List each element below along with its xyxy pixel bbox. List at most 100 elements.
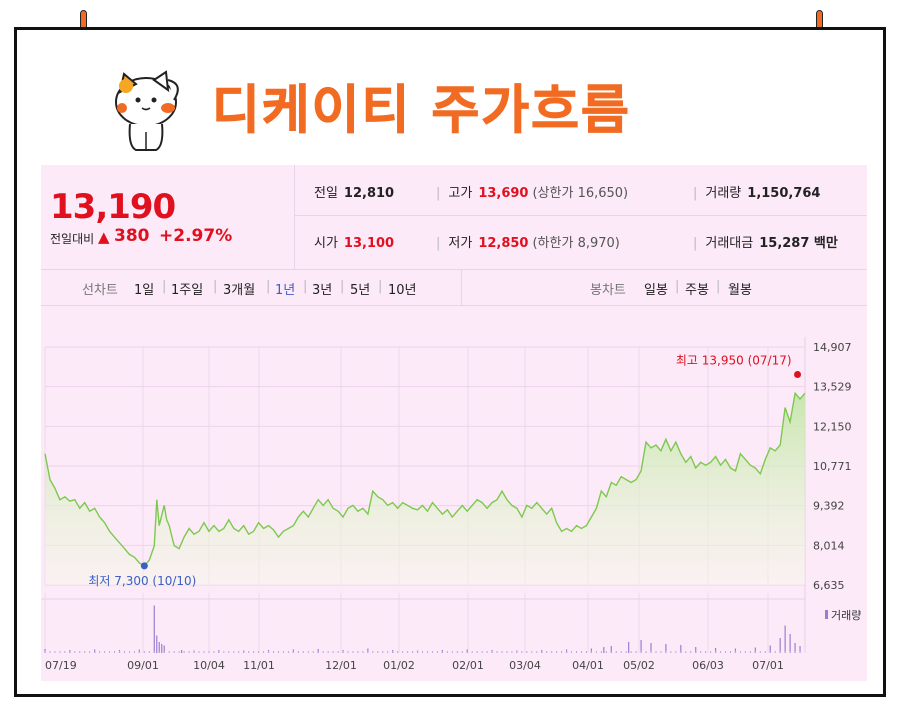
volume: | 거래량 1,150,764 <box>693 186 821 201</box>
volume-bar <box>292 651 294 653</box>
volume-bar <box>680 651 682 653</box>
volume-bar <box>640 640 642 653</box>
line-chart-label: 선차트 <box>82 283 118 298</box>
volume-bar <box>715 651 717 653</box>
volume-bar <box>158 642 160 653</box>
volume-bar <box>595 651 597 653</box>
volume-bar <box>670 651 672 653</box>
change-percent: +2.97% <box>159 226 233 246</box>
volume-bar <box>198 651 200 653</box>
x-tick-label: 12/01 <box>325 659 357 672</box>
volume-bar <box>208 651 210 653</box>
volume-bar <box>734 648 737 653</box>
volume-bar <box>148 651 150 653</box>
volume-bar <box>630 651 632 653</box>
volume-bar <box>764 651 766 653</box>
volume-bar <box>705 651 707 653</box>
volume-bar <box>188 651 190 653</box>
volume-bar <box>332 651 334 653</box>
y-tick-label: 10,771 <box>813 460 852 473</box>
volume-bar <box>307 651 309 653</box>
candle-chart-label: 봉차트 <box>590 283 626 298</box>
volume-bar <box>769 645 771 653</box>
volume-bar <box>779 638 781 653</box>
x-tick-label: 01/02 <box>383 659 415 672</box>
tab-1week[interactable]: 1주일 <box>171 283 204 298</box>
volume-bar <box>282 651 284 653</box>
volume-bar <box>193 651 195 653</box>
volume-bar <box>546 651 548 653</box>
volume-bar <box>720 651 722 653</box>
volume-bar <box>603 647 605 653</box>
volume-bar <box>367 651 369 653</box>
volume-bar <box>133 651 135 653</box>
volume-bar <box>754 647 756 653</box>
tab-weekly-candle[interactable]: 주봉 <box>685 283 709 298</box>
volume-bar <box>451 651 453 653</box>
tab-10year[interactable]: 10년 <box>388 283 417 298</box>
volume-bar <box>710 651 712 653</box>
volume-bar <box>94 651 96 653</box>
volume-bar <box>466 651 468 653</box>
volume-bar <box>248 651 250 653</box>
volume-bar <box>347 651 349 653</box>
volume-bar <box>123 651 125 653</box>
tab-3month[interactable]: 3개월 <box>223 283 256 298</box>
tab-monthly-candle[interactable]: 월봉 <box>728 283 752 298</box>
volume-bar <box>729 651 731 653</box>
volume-bar <box>238 651 240 653</box>
volume-bar <box>153 651 155 653</box>
volume-bar <box>158 651 160 653</box>
volume-bar <box>426 651 428 653</box>
volume-bar <box>628 642 630 653</box>
volume-bar <box>49 651 51 653</box>
volume-bar <box>561 651 563 653</box>
volume-bar <box>506 651 508 653</box>
volume-bar <box>268 651 270 653</box>
volume-bar <box>441 651 443 653</box>
volume-bar <box>655 651 657 653</box>
volume-bar <box>109 651 111 653</box>
stock-panel: 13,190 전일대비 ▲ 380 +2.97% 전일 12,810 | 고가 13,… <box>41 165 867 681</box>
volume-bar <box>481 651 483 653</box>
volume-bar <box>104 651 106 653</box>
volume-bar <box>600 651 602 653</box>
volume-bar <box>352 651 354 653</box>
cat-mascot-icon <box>115 70 179 151</box>
volume-bar <box>541 651 543 653</box>
volume-bar <box>754 651 756 653</box>
tab-1day[interactable]: 1일 <box>134 283 155 298</box>
volume-bar <box>690 651 692 653</box>
y-tick-label: 14,907 <box>813 341 852 354</box>
volume-bar <box>138 651 140 653</box>
volume-bar <box>392 651 394 653</box>
volume-bar <box>74 651 76 653</box>
volume-bar <box>640 651 642 653</box>
volume-bar <box>327 651 329 653</box>
y-tick-label: 8,014 <box>813 539 845 552</box>
volume-bar <box>69 651 71 653</box>
volume-bar <box>213 651 215 653</box>
volume-bar <box>774 651 776 653</box>
volume-bar <box>610 651 612 653</box>
volume-bar <box>590 651 592 653</box>
tab-3year[interactable]: 3년 <box>312 283 333 298</box>
volume-bar <box>64 651 66 653</box>
volume-bar <box>173 651 175 653</box>
y-tick-label: 9,392 <box>813 500 845 513</box>
volume-bar <box>287 651 289 653</box>
tab-daily-candle[interactable]: 일봉 <box>644 283 668 298</box>
tab-5year[interactable]: 5년 <box>350 283 371 298</box>
volume-bar <box>665 644 667 653</box>
page-title: 디케이티 주가흐름 <box>212 81 631 142</box>
volume-bar <box>551 651 553 653</box>
volume-bar <box>181 650 183 653</box>
volume-bar <box>407 651 409 653</box>
volume-bar <box>84 651 86 653</box>
volume-bar <box>799 646 801 653</box>
price-area <box>45 393 805 585</box>
tab-1year[interactable]: 1년 <box>275 283 296 298</box>
trade-amount: | 거래대금 15,287 백만 <box>693 236 838 251</box>
volume-bar <box>789 634 791 653</box>
volume-bar <box>183 651 185 653</box>
